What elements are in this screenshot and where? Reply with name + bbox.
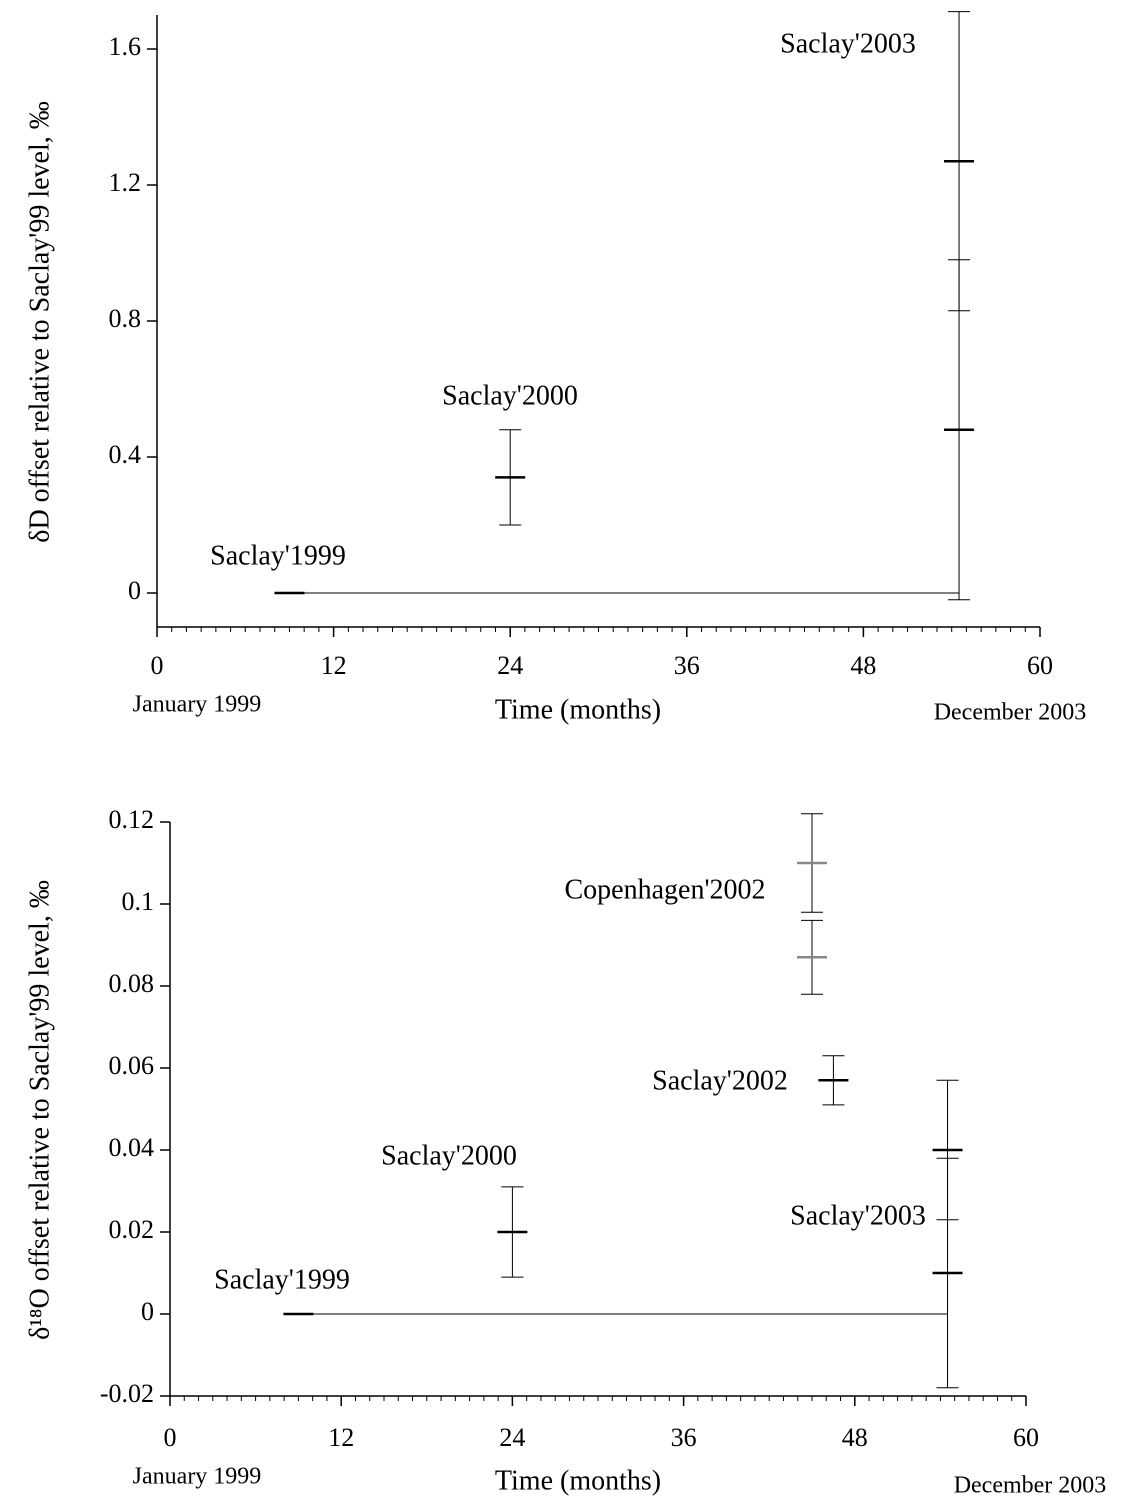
x-tick-label: 0 bbox=[151, 651, 164, 680]
y-tick-label: 0.8 bbox=[109, 304, 142, 333]
series-label: Copenhagen'2002 bbox=[564, 874, 765, 905]
x-tick-label: 12 bbox=[328, 1423, 354, 1452]
y-tick-label: 0.4 bbox=[109, 440, 142, 469]
y-tick-label: 0.08 bbox=[109, 969, 155, 998]
series-label: Saclay'2002 bbox=[652, 1065, 788, 1096]
series-label: Saclay'2000 bbox=[381, 1140, 517, 1171]
y-axis-label: δD offset relative to Saclay'99 level, ‰ bbox=[24, 101, 55, 542]
x-tick-label: 60 bbox=[1013, 1423, 1039, 1452]
y-tick-label: -0.02 bbox=[100, 1379, 154, 1408]
y-tick-label: 0 bbox=[141, 1297, 154, 1326]
y-tick-label: 0.02 bbox=[109, 1215, 155, 1244]
y-tick-label: 0.12 bbox=[109, 805, 155, 834]
series-label: Saclay'2003 bbox=[790, 1200, 926, 1231]
x-end-label: December 2003 bbox=[954, 1473, 1107, 1499]
series-label: Saclay'1999 bbox=[214, 1264, 350, 1295]
y-tick-label: 1.2 bbox=[109, 168, 142, 197]
x-tick-label: 0 bbox=[164, 1423, 177, 1452]
x-axis-label: Time (months) bbox=[495, 1465, 661, 1496]
series-label: Saclay'2000 bbox=[442, 380, 578, 411]
y-tick-label: 0.1 bbox=[122, 887, 155, 916]
x-tick-label: 48 bbox=[850, 651, 876, 680]
x-tick-label: 24 bbox=[497, 651, 523, 680]
x-start-label: January 1999 bbox=[133, 1464, 262, 1490]
y-axis-label: δ¹⁸O offset relative to Saclay'99 level,… bbox=[24, 880, 55, 1340]
x-tick-label: 36 bbox=[674, 651, 700, 680]
y-tick-label: 0.04 bbox=[109, 1133, 155, 1162]
x-tick-label: 36 bbox=[671, 1423, 697, 1452]
x-tick-label: 24 bbox=[499, 1423, 525, 1452]
x-axis-label: Time (months) bbox=[495, 694, 661, 725]
y-tick-label: 1.6 bbox=[109, 32, 142, 61]
y-tick-label: 0.06 bbox=[109, 1051, 155, 1080]
y-tick-label: 0 bbox=[128, 576, 141, 605]
series-label: Saclay'2003 bbox=[780, 28, 916, 59]
x-tick-label: 48 bbox=[842, 1423, 868, 1452]
x-start-label: January 1999 bbox=[133, 692, 262, 718]
x-tick-label: 12 bbox=[321, 651, 347, 680]
series-label: Saclay'1999 bbox=[210, 540, 346, 571]
x-end-label: December 2003 bbox=[934, 700, 1087, 726]
x-tick-label: 60 bbox=[1027, 651, 1053, 680]
